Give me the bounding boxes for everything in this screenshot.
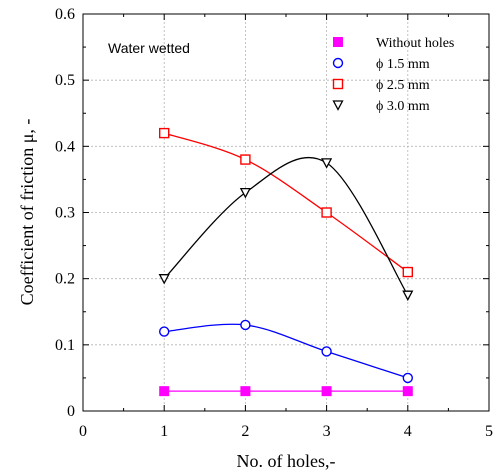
data-point [158,326,170,337]
data-point [321,158,333,169]
data-point [321,207,332,218]
y-tick-label: 0.4 [55,138,75,155]
legend-label: Without holes [376,36,454,51]
legend-marker [332,100,344,111]
legend-marker [333,37,343,47]
data-point [158,127,170,139]
data-point [402,386,413,397]
legend-marker [332,78,344,90]
series-line [163,132,409,273]
tick-labels: 0 1 2 3 4 5 0 0.1 0.2 0.3 0.4 0.5 0.6 [55,6,493,440]
y-tick-label: 0.5 [55,72,75,89]
x-tick-label: 2 [241,423,249,440]
data-point [402,266,413,278]
x-tick-label: 5 [485,423,493,440]
y-tick-label: 0 [67,403,75,420]
legend-label: ϕ 2.5 mm [376,78,430,93]
data-point [402,372,413,384]
y-tick-label: 0.6 [55,6,75,23]
annotation-text: Water wetted [108,40,190,56]
data-point [240,319,251,331]
grid [83,14,489,411]
data-point [321,386,332,397]
x-tick-label: 0 [79,423,87,440]
data-point [159,386,170,397]
data-point [240,386,251,397]
x-tick-label: 1 [160,423,168,440]
legend-label: ϕ 1.5 mm [376,57,430,72]
ticks [82,13,490,412]
x-tick-label: 3 [323,423,331,440]
legend: Without holes ϕ 1.5 mm ϕ 2.5 mm ϕ 3.0 mm [332,36,454,114]
y-tick-label: 0.3 [55,205,75,222]
series-1 [159,386,413,397]
data-point [321,346,332,357]
data-point [239,187,251,199]
y-tick-label: 0.1 [55,337,75,354]
data-point [402,290,414,302]
x-tick-label: 4 [404,423,412,440]
series-line [164,323,409,379]
series-group [158,127,414,397]
series-3 [158,127,413,278]
x-axis-label: No. of holes,- [237,451,336,471]
series-4 [158,157,414,302]
series-2 [158,319,413,384]
y-axis-label: Coefficient of friction μ, - [17,119,37,306]
data-point [240,154,251,165]
legend-marker [332,57,344,69]
legend-label: ϕ 3.0 mm [376,99,430,114]
data-point [158,274,170,285]
y-tick-label: 0.2 [55,271,75,288]
series-line [163,157,409,296]
